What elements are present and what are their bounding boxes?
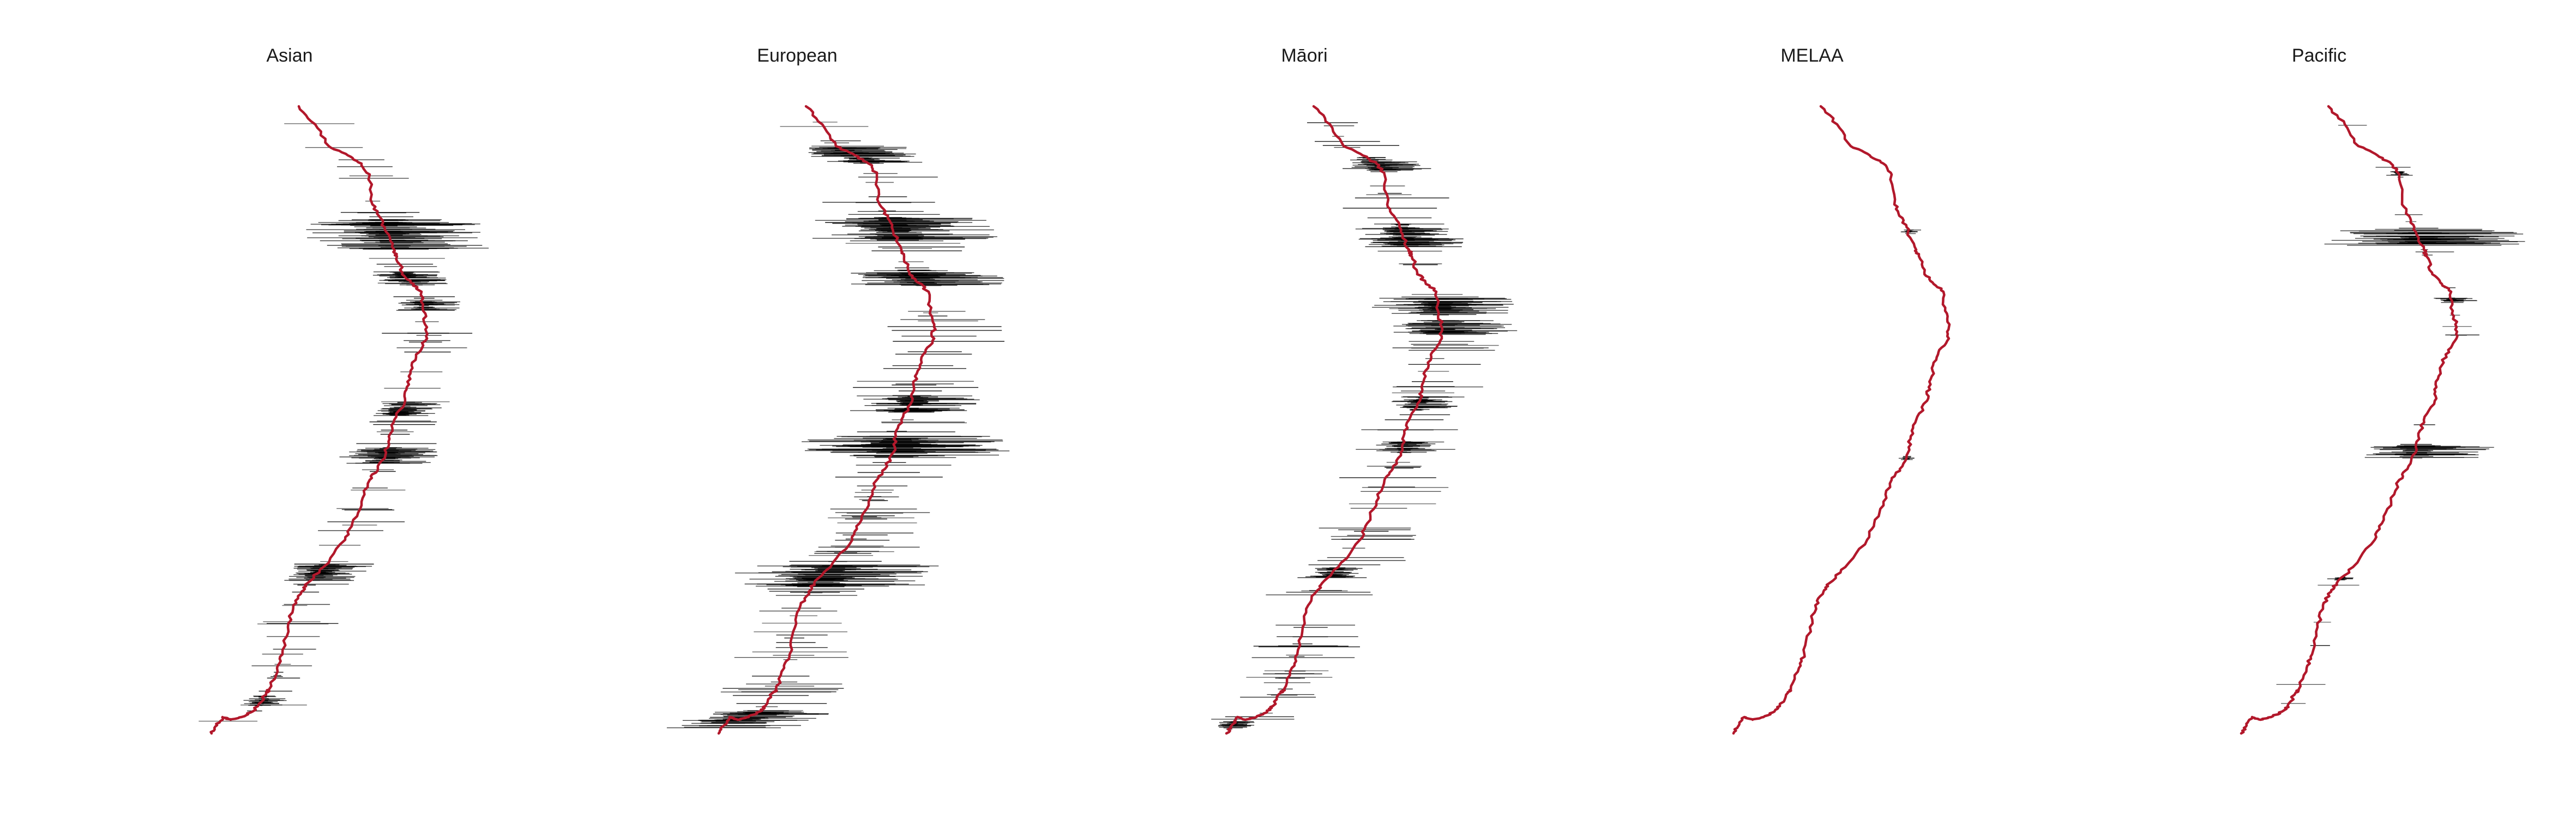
route-line [1225, 105, 1444, 735]
panel-title-pacific: Pacific [2292, 45, 2346, 66]
route-line [209, 105, 429, 735]
panel-pacific [2240, 105, 2525, 735]
panel-european [666, 105, 1010, 735]
panel-title-asian: Asian [266, 45, 312, 66]
route-line [2240, 105, 2459, 735]
panel-title-maori: Māori [1281, 45, 1327, 66]
panel-title-melaa: MELAA [1780, 45, 1844, 66]
panel-asian [198, 105, 489, 735]
route-line [1732, 105, 1951, 735]
route-line [717, 105, 937, 735]
panel-melaa [1732, 105, 1951, 735]
panel-title-european: European [757, 45, 837, 66]
panel-maori [1211, 105, 1518, 735]
